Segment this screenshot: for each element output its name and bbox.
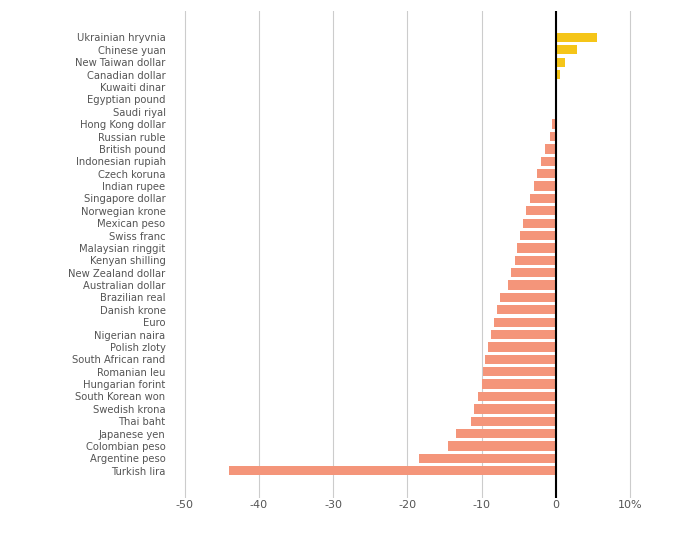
Bar xyxy=(526,206,556,216)
Bar xyxy=(556,58,565,67)
Bar xyxy=(490,330,556,339)
Bar xyxy=(541,157,556,166)
Bar xyxy=(556,82,557,91)
Bar xyxy=(523,218,556,228)
Bar xyxy=(500,293,556,302)
Bar xyxy=(556,45,576,55)
Bar xyxy=(520,231,556,240)
Bar xyxy=(230,466,556,476)
Bar xyxy=(483,367,556,377)
Bar xyxy=(515,256,556,265)
Bar xyxy=(537,169,556,178)
Bar xyxy=(478,392,556,401)
Bar xyxy=(471,417,556,426)
Bar xyxy=(485,355,556,364)
Bar xyxy=(517,243,556,253)
Bar xyxy=(488,342,556,351)
Bar xyxy=(481,379,556,389)
Bar xyxy=(418,454,556,463)
Bar xyxy=(556,70,559,79)
Bar xyxy=(494,318,556,327)
Bar xyxy=(550,132,556,141)
Bar xyxy=(508,280,556,290)
Bar xyxy=(474,404,556,414)
Bar xyxy=(511,268,556,277)
Bar xyxy=(530,194,556,203)
Bar xyxy=(545,144,556,154)
Bar xyxy=(456,429,556,438)
Bar xyxy=(534,181,556,190)
Bar xyxy=(555,95,556,104)
Bar xyxy=(448,441,556,450)
Bar xyxy=(556,33,597,42)
Bar xyxy=(555,107,556,117)
Bar xyxy=(552,119,556,129)
Bar xyxy=(496,305,556,315)
